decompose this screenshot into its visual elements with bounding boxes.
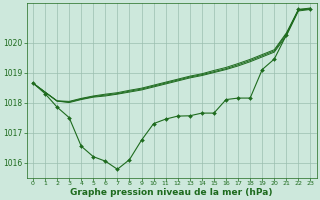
- X-axis label: Graphe pression niveau de la mer (hPa): Graphe pression niveau de la mer (hPa): [70, 188, 273, 197]
